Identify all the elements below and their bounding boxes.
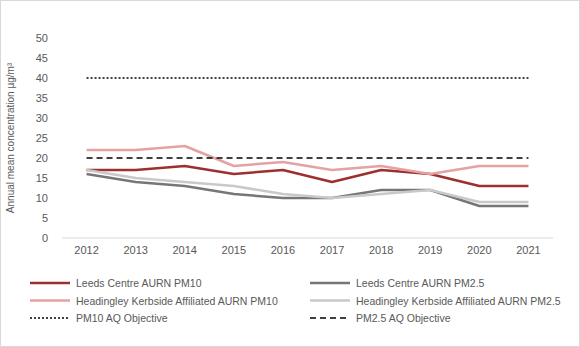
y-tick-label: 25 bbox=[36, 132, 48, 144]
x-tick-label: 2013 bbox=[123, 244, 147, 256]
y-tick bbox=[59, 118, 62, 119]
y-tick bbox=[59, 178, 62, 179]
y-tick-label: 50 bbox=[36, 32, 48, 44]
y-tick bbox=[59, 98, 62, 99]
x-tick-label: 2015 bbox=[222, 244, 246, 256]
x-tick-label: 2017 bbox=[320, 244, 344, 256]
legend-label: PM10 AQ Objective bbox=[76, 312, 168, 324]
legend-swatch bbox=[310, 299, 350, 302]
series-line bbox=[87, 77, 529, 79]
y-tick bbox=[59, 138, 62, 139]
y-tick-label: 30 bbox=[36, 112, 48, 124]
legend-swatch bbox=[30, 282, 70, 285]
chart-container: 0 5 10 15 20 25 30 35 40 45 50 Annual mean concentr… bbox=[0, 0, 580, 347]
x-tick-label: 2020 bbox=[467, 244, 491, 256]
legend-swatch bbox=[30, 299, 70, 302]
x-tick-label: 2016 bbox=[271, 244, 295, 256]
x-axis-line bbox=[62, 238, 553, 239]
legend-swatch bbox=[310, 317, 350, 319]
y-tick-label: 35 bbox=[36, 92, 48, 104]
y-tick bbox=[59, 58, 62, 59]
x-tick-label: 2018 bbox=[369, 244, 393, 256]
y-tick bbox=[59, 78, 62, 79]
y-tick-label: 45 bbox=[36, 52, 48, 64]
legend-label: Headingley Kerbside Affiliated AURN PM10 bbox=[76, 295, 278, 307]
legend-label: Leeds Centre AURN PM10 bbox=[76, 277, 202, 289]
legend-swatch bbox=[310, 282, 350, 285]
plot-lines bbox=[87, 78, 529, 206]
y-axis-label: Annual mean concentration µg/m³ bbox=[5, 62, 16, 213]
x-tick-label: 2012 bbox=[74, 244, 98, 256]
chart-svg: 0 5 10 15 20 25 30 35 40 45 50 Annual mean concentr… bbox=[0, 0, 580, 347]
x-tick-label: 2019 bbox=[418, 244, 442, 256]
y-tick-label: 0 bbox=[42, 232, 48, 244]
series-line bbox=[87, 157, 529, 159]
y-tick-label: 10 bbox=[36, 192, 48, 204]
y-tick-label: 5 bbox=[42, 212, 48, 224]
legend-swatch bbox=[30, 317, 70, 319]
series-line bbox=[87, 170, 529, 202]
x-tick-label: 2021 bbox=[516, 244, 540, 256]
y-tick-label: 40 bbox=[36, 72, 48, 84]
y-tick-label: 20 bbox=[36, 152, 48, 164]
y-tick bbox=[59, 218, 62, 219]
y-tick bbox=[59, 38, 62, 39]
y-tick-label: 15 bbox=[36, 172, 48, 184]
chart-border bbox=[1, 1, 580, 347]
y-tick bbox=[59, 198, 62, 199]
legend-label: Leeds Centre AURN PM2.5 bbox=[356, 277, 485, 289]
series-line bbox=[87, 146, 529, 174]
y-tick bbox=[59, 238, 62, 239]
x-tick-label: 2014 bbox=[173, 244, 197, 256]
y-tick bbox=[59, 158, 62, 159]
legend-label: Headingley Kerbside Affiliated AURN PM2.… bbox=[356, 295, 561, 307]
legend-label: PM2.5 AQ Objective bbox=[356, 312, 451, 324]
